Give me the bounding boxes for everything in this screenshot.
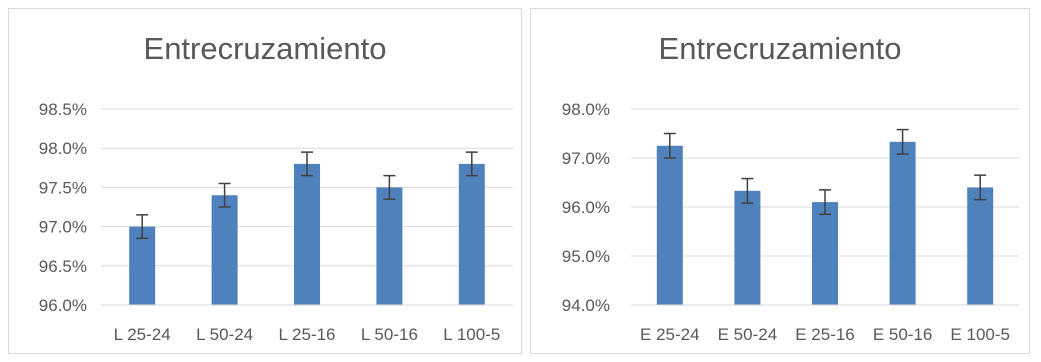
y-tick-label: 94.0%: [562, 296, 610, 315]
x-tick-label: L 100-5: [443, 325, 500, 344]
x-tick-label: L 25-16: [278, 325, 335, 344]
bar: [734, 190, 761, 305]
chart-plot-left: 96.0% 96.5% 97.0% 97.5% 98.0% 98.5% L 25-24 L 5…: [39, 100, 513, 344]
y-tick-label: 96.5%: [39, 257, 87, 276]
chart-panel-left: Entrecruzamiento 96.0% 96.5% 97.0% 97.5% 98.…: [8, 8, 522, 354]
y-tick-label: 98.5%: [39, 100, 87, 119]
bar: [211, 195, 238, 305]
x-tick-label: E 25-24: [640, 325, 700, 344]
chart-plot-right: 94.0% 95.0% 96.0% 97.0% 98.0% E 25-24 E 50-24 E…: [562, 100, 1019, 344]
chart-title: Entrecruzamiento: [143, 31, 387, 66]
x-tick-label: E 100-5: [950, 325, 1010, 344]
x-tick-label: L 50-16: [361, 325, 418, 344]
y-tick-label: 97.0%: [39, 218, 87, 237]
x-tick-label: L 50-24: [196, 325, 253, 344]
bar: [967, 187, 994, 305]
chart-title: Entrecruzamiento: [658, 31, 902, 66]
x-tick-label: L 25-24: [114, 325, 171, 344]
x-tick-label: E 25-16: [795, 325, 855, 344]
bar: [458, 163, 485, 305]
y-tick-label: 98.0%: [562, 100, 610, 119]
y-tick-label: 96.0%: [562, 198, 610, 217]
y-tick-label: 96.0%: [39, 296, 87, 315]
bar: [889, 141, 916, 305]
y-tick-label: 95.0%: [562, 247, 610, 266]
bar: [294, 163, 320, 305]
y-tick-label: 97.5%: [39, 178, 87, 197]
x-tick-label: E 50-16: [873, 325, 933, 344]
bar: [812, 202, 838, 305]
x-tick-label: E 50-24: [718, 325, 778, 344]
bar: [129, 226, 156, 305]
bar: [656, 145, 683, 305]
chart-panel-right: Entrecruzamiento 94.0% 95.0% 96.0% 97.0% 98.…: [530, 8, 1030, 354]
bar: [376, 187, 403, 305]
y-tick-label: 98.0%: [39, 139, 87, 158]
y-tick-label: 97.0%: [562, 149, 610, 168]
